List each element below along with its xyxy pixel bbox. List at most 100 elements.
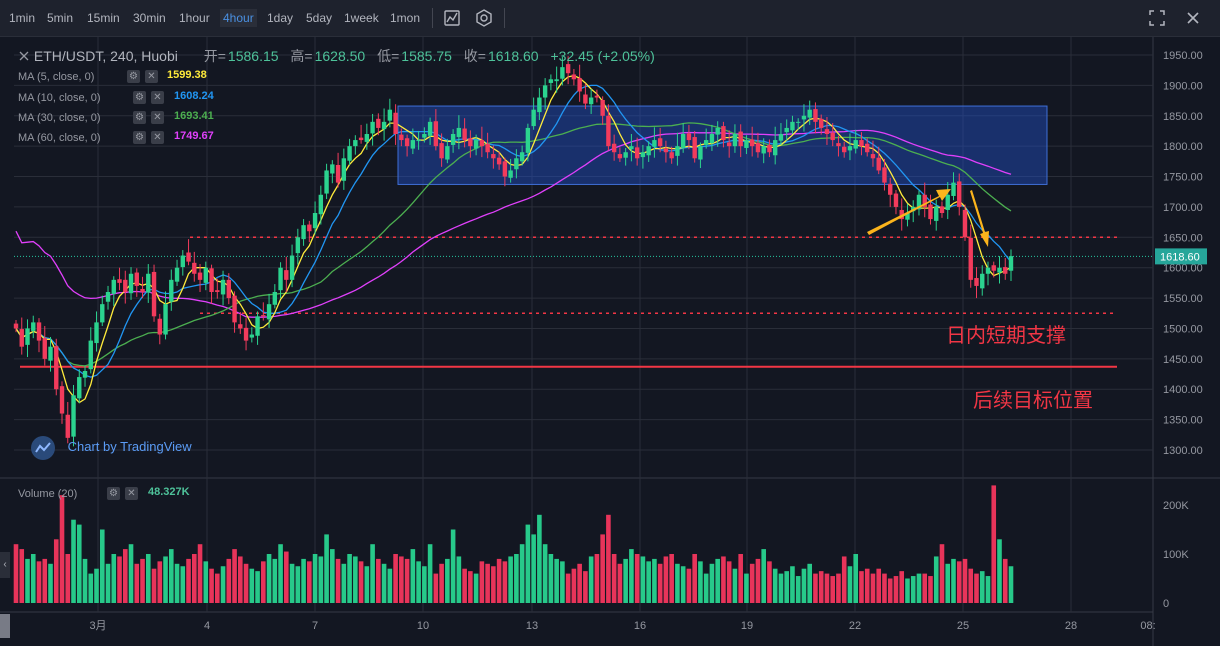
candle-body	[646, 146, 651, 156]
candle-body	[146, 273, 151, 293]
volume-bar	[307, 561, 312, 603]
ma5-settings-icon[interactable]: ⚙	[127, 70, 140, 83]
volume-bar	[232, 549, 237, 603]
candle-body	[813, 109, 818, 122]
close-value: 1618.60	[487, 48, 539, 64]
volume-bar	[261, 561, 266, 603]
volume-bar	[778, 573, 784, 603]
volume-bar	[686, 568, 692, 603]
volume-bar	[427, 544, 433, 603]
price-axis: 1950.00 1900.00 1850.00 1800.00 1750.00 1700.…	[1155, 50, 1207, 610]
volume-bar	[48, 563, 53, 603]
volume-bar	[59, 495, 65, 603]
volume-bar	[928, 576, 933, 603]
volume-remove-icon[interactable]: ✕	[125, 487, 138, 500]
ma10-remove-icon[interactable]: ✕	[151, 91, 164, 104]
candle-body	[830, 132, 835, 141]
candle-body	[284, 270, 289, 280]
volume-bar	[358, 561, 364, 603]
volume-bar	[318, 556, 324, 603]
volume-bar	[180, 566, 186, 603]
volume-bar	[755, 558, 761, 603]
volume-bar	[726, 561, 732, 603]
volume-bar	[991, 485, 997, 603]
candle-body	[577, 78, 582, 92]
candle-body	[721, 126, 726, 141]
fullscreen-icon[interactable]	[1147, 8, 1167, 28]
timeframe-5min[interactable]: 5min	[47, 11, 74, 25]
tradingview-watermark[interactable]: Chart by TradingView	[30, 434, 192, 460]
candle-body	[19, 329, 24, 347]
candle-body	[859, 140, 864, 147]
volume-bar	[554, 558, 559, 603]
volume-bar	[393, 554, 398, 603]
volume-bar	[145, 554, 151, 603]
timeframe-4hour[interactable]: 4hour	[220, 9, 257, 27]
volume-bar	[347, 554, 352, 603]
volume-bar	[749, 563, 755, 603]
ma60-remove-icon[interactable]: ✕	[151, 131, 164, 144]
scroll-handle[interactable]	[0, 614, 10, 638]
candle-body	[842, 146, 847, 153]
volume-bar	[542, 544, 548, 603]
volume-bar	[640, 556, 646, 603]
timeframe-1mon[interactable]: 1mon	[390, 11, 421, 25]
settings-icon[interactable]	[474, 8, 494, 28]
candle-body	[1003, 267, 1008, 274]
ma5-remove-icon[interactable]: ✕	[145, 70, 158, 83]
volume-bar	[565, 573, 571, 603]
candle-body	[232, 295, 237, 323]
last-price-label: 1618.60	[1160, 251, 1200, 263]
price-tick-label: 1800.00	[1163, 141, 1203, 153]
volume-bar	[933, 556, 939, 603]
candle-body	[571, 74, 577, 80]
candle-body	[174, 267, 180, 282]
candle-body	[985, 267, 991, 274]
ma10-settings-icon[interactable]: ⚙	[133, 91, 146, 104]
candle-body	[278, 267, 283, 291]
candle-body	[997, 267, 1002, 273]
candle-body	[307, 224, 312, 232]
candle-body	[692, 137, 697, 159]
candle-body	[399, 134, 404, 141]
volume-bar	[36, 561, 42, 603]
ma60-settings-icon[interactable]: ⚙	[133, 131, 146, 144]
candle-body	[151, 271, 157, 317]
watermark-text: Chart by TradingView	[67, 439, 192, 454]
volume-bar	[956, 561, 962, 603]
time-tick-label: 4	[204, 620, 210, 632]
candle-body	[226, 279, 232, 299]
price-chart[interactable]: 1950.00 1900.00 1850.00 1800.00 1750.00 1700.…	[0, 37, 1220, 646]
timeframe-5day[interactable]: 5day	[306, 11, 333, 25]
candle-body	[531, 109, 536, 127]
candle-body	[462, 128, 467, 141]
candle-body	[197, 272, 203, 280]
price-tick-label: 1750.00	[1163, 172, 1203, 184]
time-tick-label: 7	[312, 620, 318, 632]
ma30-settings-icon[interactable]: ⚙	[133, 111, 146, 124]
close-icon[interactable]	[1183, 8, 1203, 28]
candle-body	[496, 157, 502, 165]
ma30-line	[15, 122, 1012, 367]
candle-body	[48, 346, 53, 361]
timeframe-1week[interactable]: 1week	[344, 11, 379, 25]
time-tick-label: 3月	[89, 620, 106, 632]
timeframe-1day[interactable]: 1day	[267, 11, 294, 25]
timeframe-15min[interactable]: 15min	[87, 11, 120, 25]
ma30-remove-icon[interactable]: ✕	[151, 111, 164, 124]
volume-tick-label: 100K	[1163, 549, 1189, 561]
volume-bar	[738, 554, 743, 603]
volume-bar	[634, 554, 640, 603]
volume-settings-icon[interactable]: ⚙	[107, 487, 120, 500]
volume-bar	[732, 568, 738, 603]
indicators-icon[interactable]	[442, 8, 462, 28]
left-panel-handle[interactable]: ‹	[0, 552, 10, 578]
timeframe-30min[interactable]: 30min	[133, 11, 166, 25]
volume-bar	[399, 556, 404, 603]
ma5-label: MA (5, close, 0)	[18, 71, 95, 83]
volume-bar	[381, 563, 387, 603]
timeframe-1min[interactable]: 1min	[9, 11, 36, 25]
collapse-icon[interactable]	[18, 50, 30, 62]
timeframe-1hour[interactable]: 1hour	[179, 11, 210, 25]
candle-body	[968, 237, 973, 280]
